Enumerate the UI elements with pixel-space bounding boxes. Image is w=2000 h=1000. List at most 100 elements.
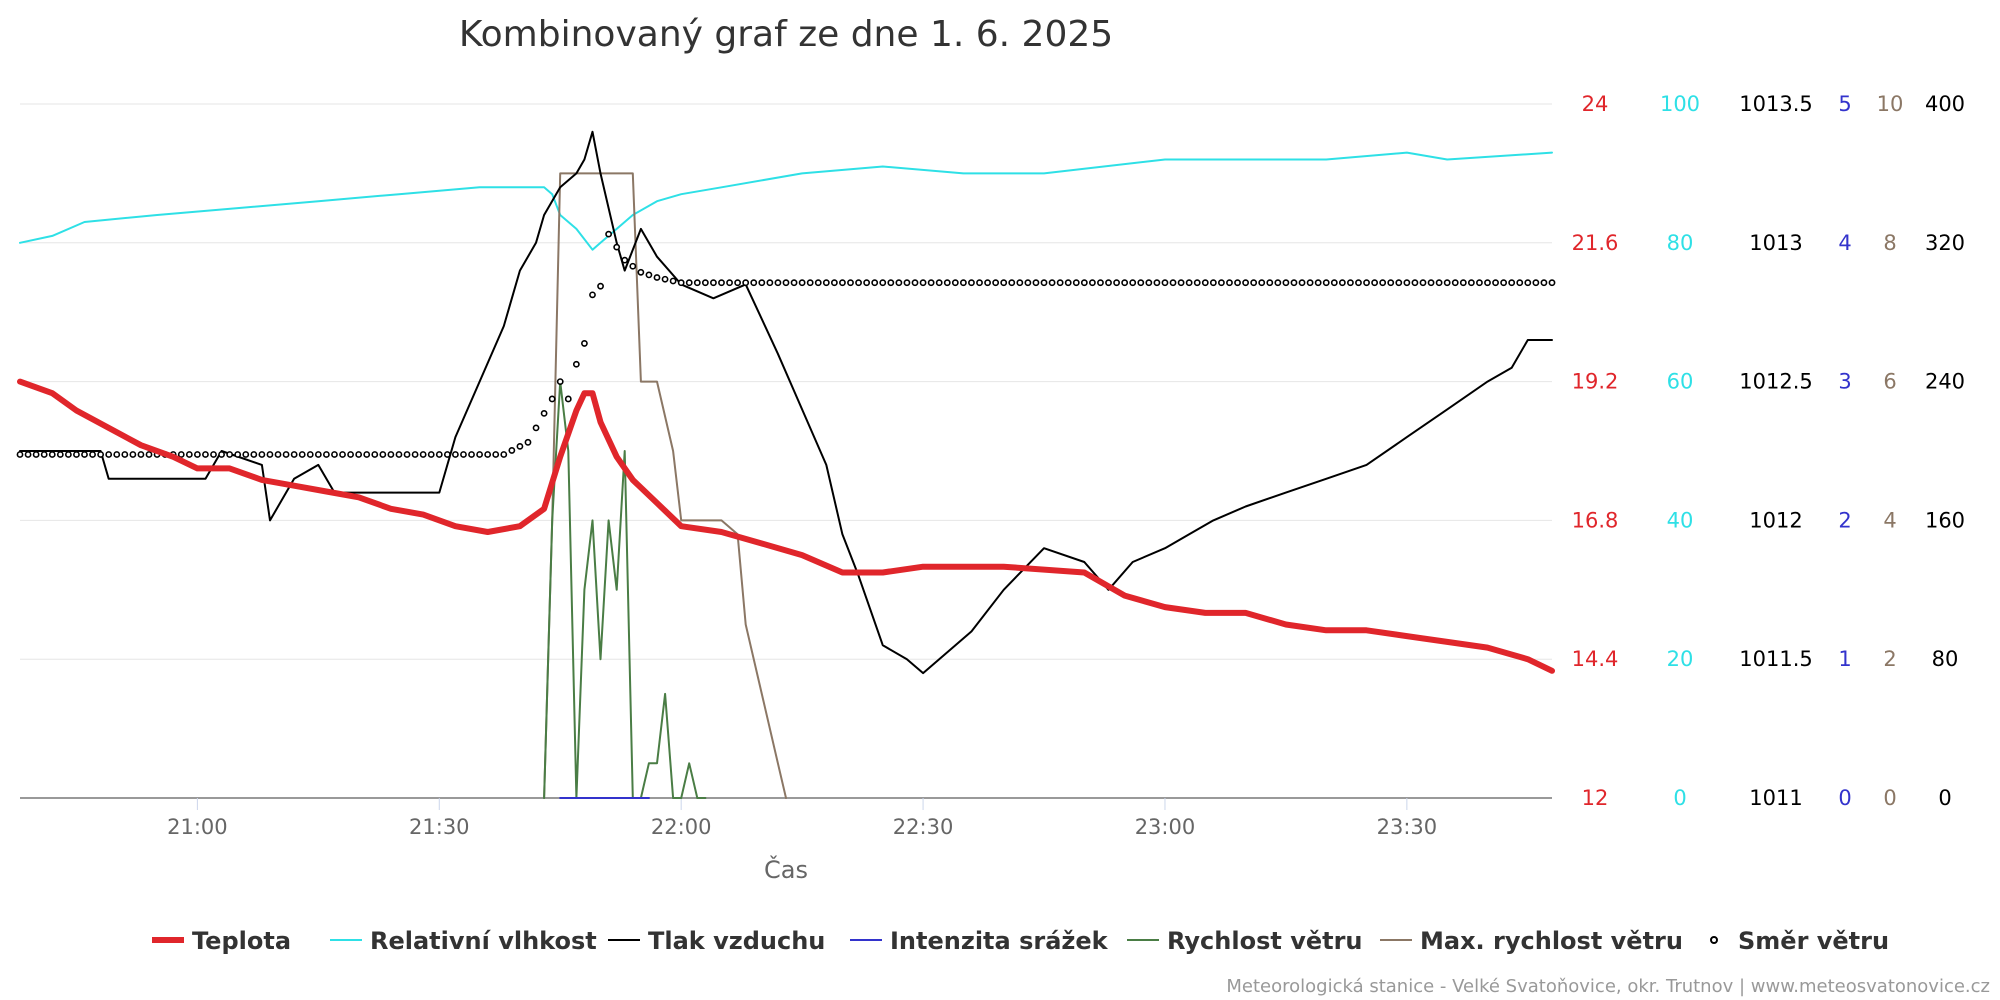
- legend-item-tlak-vzduchu[interactable]: Tlak vzduchu: [608, 927, 825, 955]
- wind-direction-point: [1201, 279, 1209, 287]
- wind-direction-point: [113, 451, 121, 458]
- wind-direction-point: [1322, 279, 1330, 287]
- x-axis: 21:00 21:30 22:00 22:30 23:00 23:30: [167, 798, 1437, 839]
- wind-direction-point: [1193, 279, 1201, 287]
- wind-direction-point: [1387, 279, 1395, 287]
- legend-label: Max. rychlost větru: [1420, 927, 1683, 955]
- wind-direction-point: [395, 451, 403, 458]
- wind-direction-point: [484, 451, 492, 458]
- legend-item-teplota[interactable]: Teplota: [152, 927, 291, 955]
- legend-symbol: [1710, 936, 1718, 944]
- wind-direction-point: [500, 451, 508, 458]
- wind-direction-point: [73, 451, 80, 458]
- wind-direction-point: [758, 279, 766, 287]
- wind-direction-point: [290, 451, 298, 458]
- wind-direction-point: [766, 279, 774, 287]
- legend-item-intenzita-srazek[interactable]: Intenzita srážek: [850, 927, 1109, 955]
- wind-direction-point: [1548, 279, 1556, 287]
- wind-direction-point: [1153, 279, 1161, 287]
- series-max-rychlost-vetru-line: [543, 172, 787, 799]
- wind-direction-point: [927, 279, 935, 287]
- legend-item-relativni-vlhkost[interactable]: Relativní vlhkost: [330, 927, 597, 955]
- wind-direction-point: [355, 451, 363, 458]
- wind-direction-point: [1218, 279, 1225, 287]
- wind-direction-point: [798, 279, 806, 287]
- wind-direction-point: [1476, 279, 1483, 287]
- x-axis-label: Čas: [764, 854, 808, 884]
- wind-direction-point: [121, 451, 129, 458]
- legend[interactable]: Teplota Relativní vlhkost Tlak vzduchu Inte…: [152, 927, 1889, 955]
- wind-direction-point: [1056, 279, 1064, 287]
- wind-direction-point: [734, 279, 742, 287]
- x-tick-label: 22:00: [651, 815, 712, 839]
- legend-item-max-rychlost-vetru[interactable]: Max. rychlost větru: [1380, 927, 1683, 955]
- wind-direction-point: [1032, 279, 1040, 287]
- wind-direction-point: [669, 277, 677, 285]
- wind-direction-point: [56, 451, 64, 458]
- wind-direction-point: [234, 451, 242, 458]
- wind-direction-point: [1540, 279, 1548, 287]
- wind-direction-point: [605, 230, 613, 238]
- wind-direction-point: [1435, 279, 1443, 287]
- y-tick-label: 6: [1883, 370, 1896, 394]
- grid: [20, 103, 1552, 799]
- wind-direction-point: [1290, 279, 1298, 287]
- wind-direction-point: [822, 279, 830, 287]
- wind-direction-point: [677, 279, 685, 287]
- wind-direction-point: [460, 451, 467, 458]
- y-tick-label: 2: [1883, 647, 1896, 671]
- y-tick-label: 40: [1667, 508, 1694, 532]
- wind-direction-point: [476, 451, 483, 458]
- wind-direction-point: [210, 451, 217, 458]
- wind-direction-point: [1419, 279, 1427, 287]
- y-tick-label: 60: [1667, 370, 1694, 394]
- wind-direction-point: [774, 279, 782, 287]
- wind-direction-point: [548, 395, 556, 403]
- wind-direction-point: [274, 451, 282, 458]
- wind-direction-point: [701, 279, 709, 287]
- wind-direction-point: [1427, 279, 1435, 287]
- y-tick-label: 0: [1883, 786, 1896, 810]
- wind-direction-point: [1089, 279, 1096, 287]
- wind-direction-point: [855, 279, 862, 287]
- y-tick-label: 1012.5: [1739, 370, 1812, 394]
- wind-direction-point: [1048, 279, 1056, 287]
- y-tick-label: 400: [1925, 92, 1965, 116]
- wind-direction-point: [1064, 279, 1072, 287]
- wind-direction-point: [718, 279, 725, 287]
- wind-direction-point: [1105, 279, 1112, 287]
- wind-direction-point: [193, 451, 201, 458]
- wind-direction-point: [613, 243, 621, 251]
- wind-direction-point: [48, 451, 56, 458]
- wind-direction-point: [1072, 279, 1080, 287]
- wind-direction-point: [540, 410, 548, 417]
- wind-direction-point: [693, 279, 701, 287]
- wind-direction-point: [935, 279, 943, 287]
- wind-direction-point: [1258, 279, 1266, 287]
- legend-item-smer-vetru[interactable]: Směr větru: [1710, 927, 1889, 955]
- y-tick-label: 2: [1838, 508, 1851, 532]
- wind-direction-point: [1524, 279, 1532, 287]
- wind-direction-point: [710, 279, 717, 287]
- wind-direction-point: [1008, 279, 1016, 287]
- wind-direction-point: [137, 451, 145, 458]
- wind-direction-point: [1516, 279, 1524, 287]
- wind-direction-point: [830, 279, 838, 287]
- wind-direction-point: [589, 291, 596, 299]
- wind-direction-point: [1000, 279, 1008, 287]
- wind-direction-point: [1371, 279, 1379, 287]
- wind-direction-point: [403, 451, 411, 458]
- legend-label: Směr větru: [1738, 927, 1889, 955]
- y-tick-label: 1: [1838, 647, 1851, 671]
- wind-direction-point: [806, 279, 814, 287]
- wind-direction-point: [1467, 279, 1475, 287]
- wind-direction-point: [508, 447, 516, 454]
- series-relativni-vlhkost-line: [19, 151, 1553, 251]
- wind-direction-point: [1403, 279, 1411, 287]
- wind-direction-point: [1185, 279, 1193, 287]
- wind-direction-point: [911, 279, 919, 287]
- legend-item-rychlost-vetru[interactable]: Rychlost větru: [1127, 927, 1363, 955]
- wind-direction-point: [1532, 279, 1540, 287]
- wind-direction-point: [1016, 279, 1024, 287]
- wind-direction-point: [1121, 279, 1129, 287]
